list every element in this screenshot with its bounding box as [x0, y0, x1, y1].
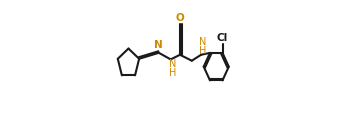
Text: Cl: Cl: [217, 33, 228, 43]
Text: N
H: N H: [199, 37, 206, 56]
Text: O: O: [175, 13, 184, 23]
Text: N
H: N H: [169, 59, 176, 78]
Text: N: N: [155, 40, 163, 50]
